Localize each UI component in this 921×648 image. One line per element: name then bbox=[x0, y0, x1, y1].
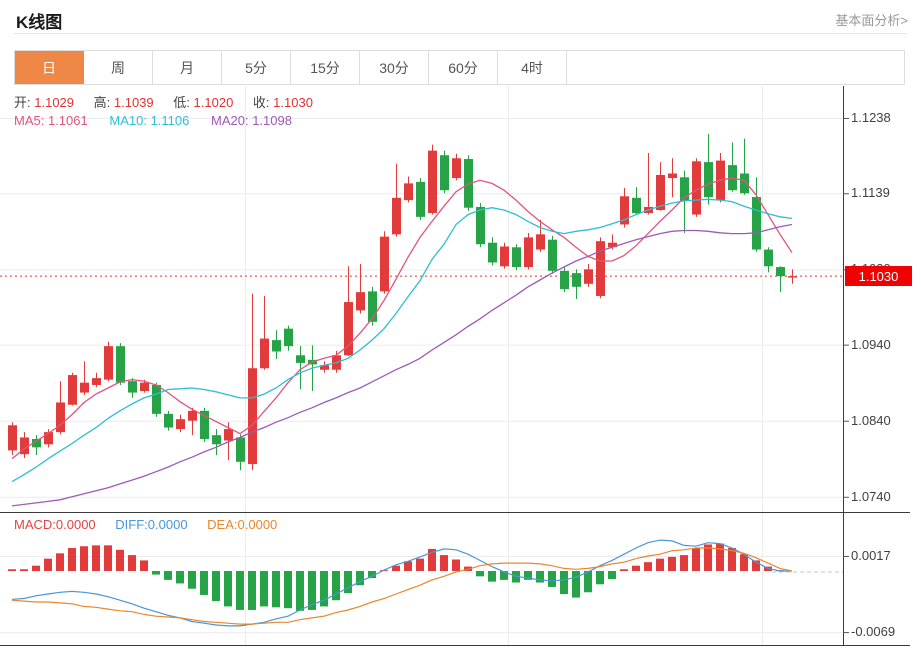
low-value: 1.1020 bbox=[193, 95, 234, 110]
tab-bar-filler bbox=[567, 51, 904, 84]
tab-day[interactable]: 日 bbox=[15, 51, 84, 84]
high-value: 1.1039 bbox=[113, 95, 154, 110]
diff-readout: DIFF:0.0000 bbox=[115, 517, 188, 532]
tab-week[interactable]: 周 bbox=[84, 51, 153, 84]
tab-15min[interactable]: 15分 bbox=[291, 51, 360, 84]
dea-readout: DEA:0.0000 bbox=[207, 517, 278, 532]
page-title: K线图 bbox=[16, 13, 63, 32]
tab-60min[interactable]: 60分 bbox=[429, 51, 498, 84]
open-label: 开: bbox=[14, 95, 31, 110]
ma-readout-row: MA5: 1.1061 MA10: 1.1106 MA20: 1.1098 bbox=[14, 113, 292, 128]
y-axis-label: 1.1238 bbox=[851, 109, 891, 125]
tab-5min[interactable]: 5分 bbox=[222, 51, 291, 84]
current-price-badge: 1.1030 bbox=[845, 266, 912, 287]
y-axis-label: 1.1139 bbox=[851, 185, 890, 201]
macd-axis-label: -0.0069 bbox=[851, 624, 896, 640]
period-tab-bar: 日 周 月 5分 15分 30分 60分 4时 bbox=[14, 50, 905, 85]
ohlc-readout-row: 开: 1.1029 高: 1.1039 低: 1.1020 收: 1.1030 bbox=[14, 92, 329, 111]
ma10-readout: MA10: 1.1106 bbox=[109, 113, 190, 128]
tab-4hour[interactable]: 4时 bbox=[498, 51, 567, 84]
tab-month[interactable]: 月 bbox=[153, 51, 222, 84]
low-label: 低: bbox=[173, 95, 190, 110]
ma20-readout: MA20: 1.1098 bbox=[210, 113, 292, 128]
open-value: 1.1029 bbox=[34, 95, 75, 110]
fundamental-analysis-link[interactable]: 基本面分析> bbox=[835, 13, 908, 28]
y-axis-label: 1.0740 bbox=[851, 488, 891, 504]
close-value: 1.1030 bbox=[273, 95, 313, 110]
y-axis-label: 1.0940 bbox=[851, 336, 891, 352]
title-divider bbox=[14, 33, 907, 34]
ma5-readout: MA5: 1.1061 bbox=[14, 113, 88, 128]
high-label: 高: bbox=[93, 95, 111, 110]
close-label: 收: bbox=[252, 95, 270, 110]
y-axis-label: 1.0840 bbox=[851, 412, 891, 428]
macd-readout: MACD:0.0000 bbox=[14, 517, 96, 532]
tab-30min[interactable]: 30分 bbox=[360, 51, 429, 84]
macd-readout-row: MACD:0.0000 DIFF:0.0000 DEA:0.0000 bbox=[14, 517, 277, 532]
macd-axis-label: 0.0017 bbox=[851, 547, 891, 563]
